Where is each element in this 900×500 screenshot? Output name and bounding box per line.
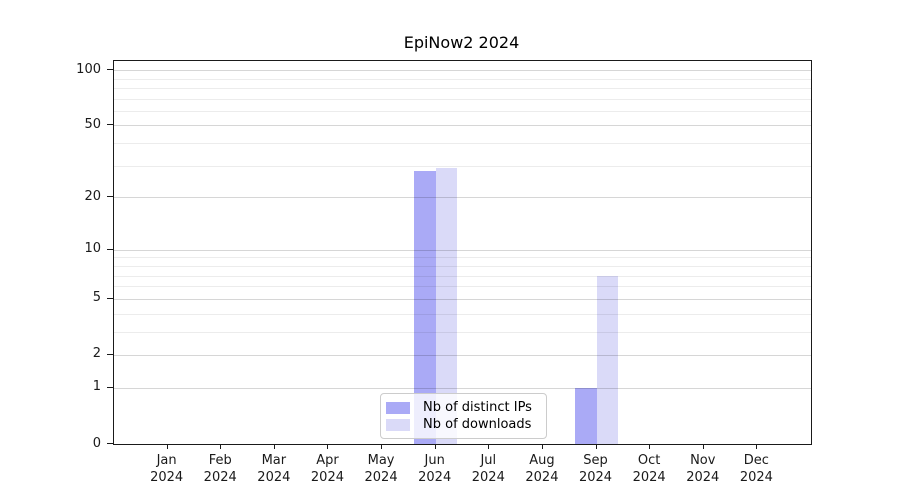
x-tick-label-jan: Jan 2024 xyxy=(150,453,184,485)
major-gridline xyxy=(114,354,811,356)
x-tick-mark xyxy=(756,444,758,449)
minor-gridline xyxy=(114,331,811,333)
major-gridline xyxy=(114,197,811,199)
y-tick-label: 10 xyxy=(84,241,101,257)
major-gridline xyxy=(114,249,811,251)
x-tick-label-may: May 2024 xyxy=(364,453,398,485)
minor-gridline xyxy=(114,313,811,315)
x-tick-mark xyxy=(220,444,222,449)
x-tick-label-aug: Aug 2024 xyxy=(525,453,559,485)
minor-gridline xyxy=(114,286,811,288)
y-tick-mark xyxy=(107,124,113,125)
y-tick-label: 2 xyxy=(92,346,101,362)
major-gridline xyxy=(114,387,811,389)
major-gridline xyxy=(114,298,811,300)
legend-label-downloads: Nb of downloads xyxy=(423,417,532,432)
y-tick-mark xyxy=(107,354,113,355)
x-axis: Jan 2024 Feb 2024 Mar 2024 Apr 2024 May 2024… xyxy=(113,443,810,493)
x-tick-label-feb: Feb 2024 xyxy=(203,453,237,485)
bar-downloads-sep-2024 xyxy=(596,275,618,444)
x-tick-label-jul: Jul 2024 xyxy=(471,453,505,485)
legend-item-distinct-ips: Nb of distinct IPs xyxy=(386,399,538,416)
y-tick-mark xyxy=(107,387,113,388)
y-tick-label: 5 xyxy=(92,290,101,306)
minor-gridline xyxy=(114,165,811,167)
y-tick-label: 50 xyxy=(84,116,101,132)
plot-area: Nb of distinct IPs Nb of downloads xyxy=(113,60,812,445)
bar-downloads-jun-2024 xyxy=(435,168,458,444)
y-tick-mark xyxy=(107,298,113,299)
legend-label-distinct-ips: Nb of distinct IPs xyxy=(423,400,532,415)
x-tick-mark xyxy=(381,444,383,449)
distinct-ips-swatch xyxy=(386,401,410,414)
x-tick-label-sep: Sep 2024 xyxy=(578,453,613,485)
minor-gridline xyxy=(114,257,811,259)
x-tick-label-apr: Apr 2024 xyxy=(310,453,344,485)
x-tick-mark xyxy=(702,444,704,449)
x-tick-mark xyxy=(649,444,651,449)
y-tick-label: 100 xyxy=(76,61,101,77)
x-tick-label-jun: Jun 2024 xyxy=(418,453,452,485)
minor-gridline xyxy=(114,110,811,112)
legend: Nb of distinct IPs Nb of downloads xyxy=(380,393,547,439)
x-tick-label-mar: Mar 2024 xyxy=(257,453,291,485)
x-tick-mark xyxy=(166,444,168,449)
x-tick-mark xyxy=(488,444,490,449)
x-tick-label-dec: Dec 2024 xyxy=(739,453,773,485)
x-tick-label-nov: Nov 2024 xyxy=(686,453,720,485)
y-tick-mark xyxy=(107,69,113,70)
x-tick-mark xyxy=(327,444,329,449)
major-gridline xyxy=(114,70,811,72)
y-tick-label: 0 xyxy=(92,435,101,451)
y-tick-mark xyxy=(107,249,113,250)
minor-gridline xyxy=(114,98,811,100)
x-tick-mark xyxy=(541,444,543,449)
y-tick-label: 20 xyxy=(84,188,101,204)
x-tick-label-oct: Oct 2024 xyxy=(632,453,666,485)
x-tick-mark xyxy=(273,444,275,449)
chart-title: EpiNow2 2024 xyxy=(403,33,520,52)
minor-gridline xyxy=(114,143,811,145)
major-gridline xyxy=(114,125,811,127)
y-tick-label: 1 xyxy=(92,379,101,395)
bar-distinct-ips-sep-2024 xyxy=(575,387,597,444)
y-tick-mark xyxy=(107,196,113,197)
x-tick-mark xyxy=(434,444,436,449)
bar-distinct-ips-jun-2024 xyxy=(414,171,436,444)
minor-gridline xyxy=(114,87,811,89)
minor-gridline xyxy=(114,78,811,80)
legend-item-downloads: Nb of downloads xyxy=(386,416,538,433)
y-axis: 0 1 2 5 10 20 50 100 xyxy=(0,60,113,450)
y-tick-mark xyxy=(107,443,113,444)
x-tick-mark xyxy=(595,444,597,449)
minor-gridline xyxy=(114,265,811,267)
downloads-swatch xyxy=(386,418,410,431)
minor-gridline xyxy=(114,275,811,277)
